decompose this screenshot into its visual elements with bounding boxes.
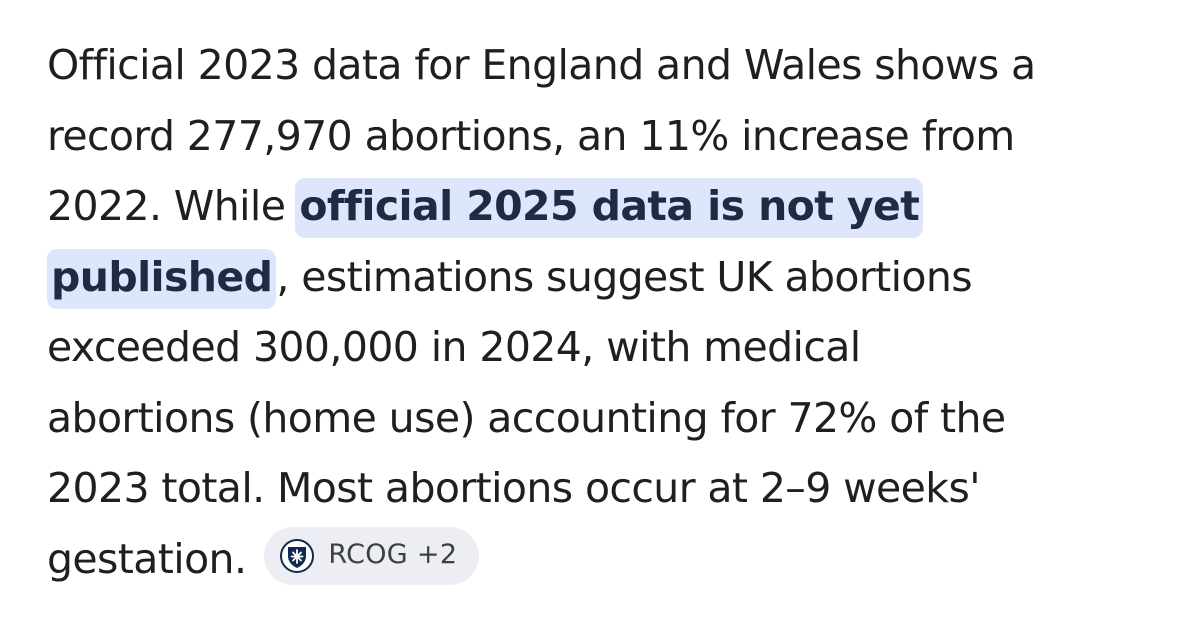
source-chip[interactable]: RCOG +2 <box>264 526 480 585</box>
highlighted-claim-part-2[interactable]: published <box>47 248 277 309</box>
answer-line-4: published, estimations suggest UK aborti… <box>47 242 1167 313</box>
answer-text-segment: 2022. While <box>47 182 286 230</box>
answer-line-2: record 277,970 abortions, an 11% increas… <box>47 111 1015 160</box>
ai-overview-answer: Official 2023 data for England and Wales… <box>47 30 1167 594</box>
answer-line-8: gestation. RCOG +2 <box>47 524 1167 595</box>
highlighted-claim-part-1[interactable]: official 2025 data is not yet <box>295 178 924 238</box>
answer-line-3: 2022. While official 2025 data is not yet <box>47 171 1167 242</box>
answer-line-7: 2023 total. Most abortions occur at 2–9 … <box>47 464 980 512</box>
answer-line-5: exceeded 300,000 in 2024, with medical <box>47 323 861 371</box>
rcog-crest-icon <box>280 538 315 573</box>
answer-line-6: abortions (home use) accounting for 72% … <box>47 393 1006 442</box>
source-chip-label: RCOG +2 <box>328 539 458 571</box>
answer-text-segment: , estimations suggest UK abortions <box>276 252 973 301</box>
answer-line-1: Official 2023 data for England and Wales… <box>47 41 1036 89</box>
answer-text-segment: gestation. <box>47 534 247 583</box>
